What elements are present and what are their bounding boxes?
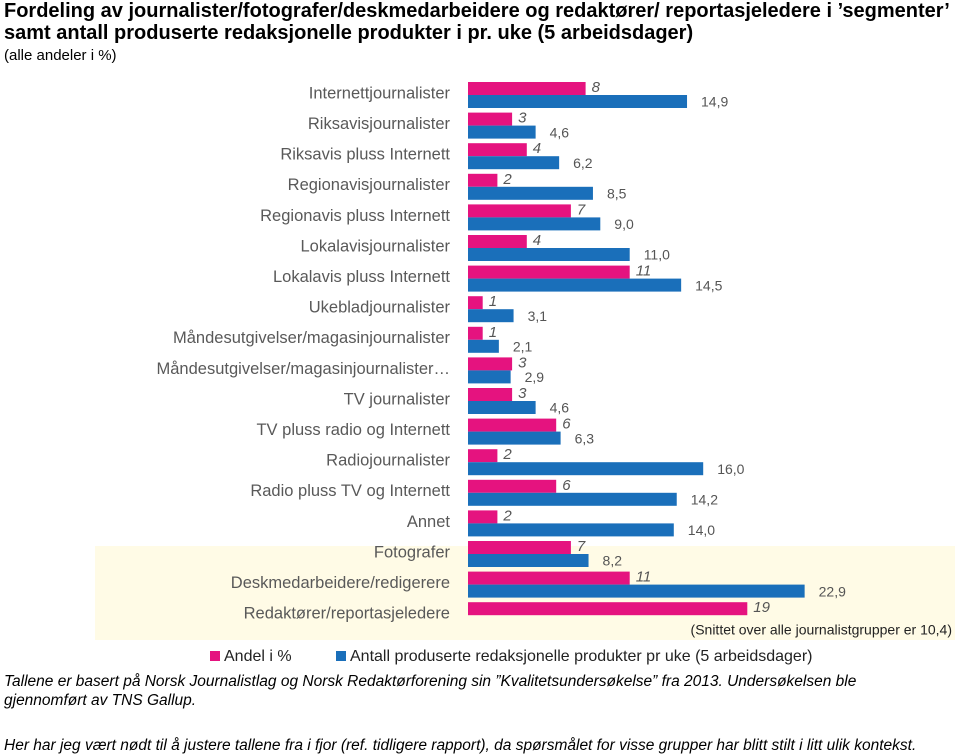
category-label: Riksavisjournalister <box>308 115 451 133</box>
value-label: 2,9 <box>525 369 545 385</box>
bar <box>468 95 688 108</box>
value-label: 8,5 <box>607 186 627 202</box>
value-label: 2 <box>502 171 512 188</box>
bar <box>468 462 704 476</box>
value-label: 2,1 <box>513 339 533 355</box>
value-label: 14,9 <box>701 94 728 110</box>
value-label: 3 <box>518 385 527 402</box>
bar <box>468 235 527 248</box>
category-label: Internettjournalister <box>309 84 451 102</box>
bar <box>468 479 557 493</box>
bar <box>468 541 571 554</box>
bar <box>468 173 498 187</box>
bar <box>468 370 511 384</box>
bar <box>468 204 571 218</box>
value-label: 3,1 <box>528 308 548 324</box>
value-label: 11 <box>636 263 652 280</box>
bar <box>468 326 483 340</box>
bar <box>468 584 805 598</box>
value-label: 14,0 <box>688 522 715 538</box>
value-label: 14,5 <box>695 277 722 293</box>
annotation: (Snittet over alle journalistgrupper er … <box>691 622 952 638</box>
value-label: 11 <box>636 569 652 586</box>
category-label: Ukebladjournalister <box>309 299 451 317</box>
bar <box>468 248 630 261</box>
bar <box>468 554 589 567</box>
category-label: Fotografer <box>374 543 451 561</box>
value-label: 4,6 <box>550 400 570 416</box>
chart-subtitle: (alle andeler i %) <box>4 47 117 64</box>
value-label: 8,2 <box>603 553 623 569</box>
category-label: Måndesutgivelser/magasinjournalister… <box>157 360 450 378</box>
legend-swatch <box>336 651 346 661</box>
bar <box>468 357 513 371</box>
bar <box>468 523 674 537</box>
value-label: 3 <box>518 354 527 371</box>
value-label: 8 <box>592 79 601 96</box>
value-label: 6,2 <box>573 155 593 171</box>
bar <box>468 278 682 292</box>
value-label: 9,0 <box>614 216 634 232</box>
category-label: Radio pluss TV og Internett <box>250 482 450 500</box>
legend-swatch <box>210 651 220 661</box>
value-label: 6,3 <box>575 430 595 446</box>
value-label: 6 <box>562 416 571 433</box>
value-label: 1 <box>489 293 497 310</box>
value-label: 6 <box>562 477 571 494</box>
legend-label: Andel i % <box>224 648 292 665</box>
category-label: Regionavis pluss Internett <box>260 207 450 225</box>
bar <box>468 143 527 157</box>
category-label: Deskmedarbeidere/redigerere <box>231 574 450 592</box>
value-label: 2 <box>502 507 512 524</box>
category-label: Lokalavis pluss Internett <box>273 268 450 286</box>
bar <box>468 309 514 323</box>
chart-title: Fordeling av journalister/fotografer/des… <box>4 0 949 44</box>
bar <box>468 339 499 353</box>
category-label: Regionavisjournalister <box>288 176 451 194</box>
legend-label: Antall produserte redaksjonelle produkte… <box>350 648 812 665</box>
bar <box>468 431 561 445</box>
category-label: Måndesutgivelser/magasinjournalister <box>173 329 450 347</box>
bar <box>468 510 498 524</box>
bar <box>468 265 630 279</box>
bar <box>468 156 560 170</box>
adjustment-note: Her har jeg vært nødt til å justere tall… <box>4 737 917 754</box>
bar <box>468 492 677 506</box>
category-label: TV journalister <box>344 390 451 408</box>
category-label: TV pluss radio og Internett <box>256 421 450 439</box>
value-label: 2 <box>502 446 512 463</box>
value-label: 7 <box>577 201 586 218</box>
bar <box>468 217 601 231</box>
category-label: Annet <box>407 513 451 531</box>
bar <box>468 296 483 310</box>
bar <box>468 125 536 139</box>
value-label: 4,6 <box>550 124 570 140</box>
bar <box>468 388 513 401</box>
category-label: Lokalavisjournalister <box>301 237 451 255</box>
value-label: 19 <box>753 599 770 616</box>
bar <box>468 82 586 95</box>
value-label: 7 <box>577 538 586 555</box>
value-label: 4 <box>533 232 541 249</box>
bar <box>468 602 748 616</box>
value-label: 16,0 <box>717 461 744 477</box>
value-label: 14,2 <box>691 492 718 508</box>
bar <box>468 449 498 463</box>
value-label: 1 <box>489 324 497 341</box>
source-note: Tallene er basert på Norsk Journalistlag… <box>4 673 857 709</box>
value-label: 11,0 <box>644 247 670 263</box>
bar <box>468 186 593 200</box>
bar <box>468 571 630 585</box>
category-label: Redaktører/reportasjeledere <box>244 605 450 623</box>
category-label: Riksavis pluss Internett <box>280 146 450 164</box>
value-label: 4 <box>533 140 541 157</box>
value-label: 22,9 <box>819 583 846 599</box>
category-label: Radiojournalister <box>326 452 450 470</box>
value-label: 3 <box>518 110 527 127</box>
bar <box>468 418 557 432</box>
bar <box>468 401 536 414</box>
bar <box>468 112 513 126</box>
